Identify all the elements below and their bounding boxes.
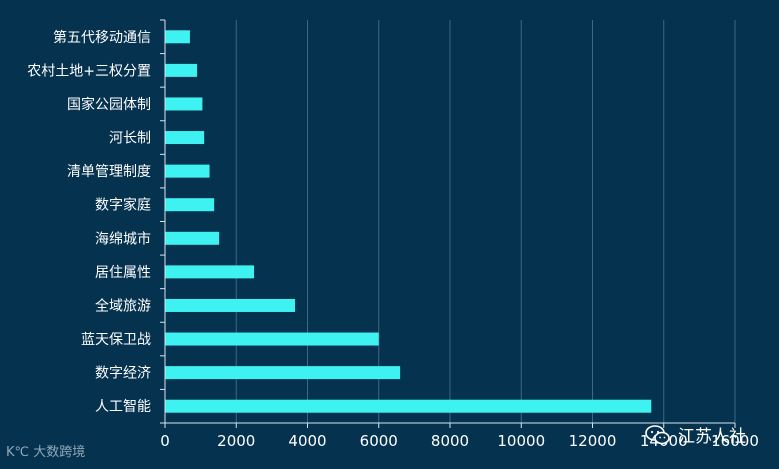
category-label: 数字家庭	[95, 197, 151, 214]
x-tick-labels: 0200040006000800010000120001400016000	[160, 432, 759, 450]
x-tick-label: 10000	[497, 432, 545, 450]
x-tick-label: 4000	[288, 432, 326, 450]
x-tick-label: 2000	[217, 432, 255, 450]
bar	[165, 366, 401, 380]
x-tick-label: 6000	[360, 432, 398, 450]
x-tick-label: 8000	[431, 432, 469, 450]
axes	[160, 19, 736, 428]
watermark-right: 江苏人社	[644, 422, 746, 447]
category-label: 海绵城市	[95, 230, 151, 247]
bar	[165, 63, 198, 77]
bar	[165, 298, 296, 312]
x-tick-label: 16000	[711, 432, 759, 450]
watermark-left-text: 大数跨境	[33, 445, 86, 460]
category-label: 国家公园体制	[67, 96, 151, 113]
category-label: 清单管理制度	[67, 164, 151, 180]
watermark-left: K℃ 大数跨境	[6, 441, 85, 460]
bar	[165, 332, 379, 346]
bar	[165, 198, 215, 212]
category-label: 数字经济	[95, 366, 151, 382]
category-label: 农村土地+三权分置	[27, 63, 151, 79]
category-label: 居住属性	[95, 265, 151, 281]
grid-lines	[235, 20, 736, 423]
bar	[165, 30, 190, 44]
category-label: 河长制	[109, 131, 151, 147]
wechat-icon	[645, 424, 670, 444]
bar	[165, 164, 210, 178]
category-label: 蓝天保卫战	[81, 332, 151, 348]
category-label: 全域旅游	[95, 297, 151, 314]
bar	[165, 97, 203, 111]
bar	[165, 265, 255, 279]
bar	[165, 231, 220, 245]
category-label: 人工智能	[95, 399, 151, 415]
bar	[165, 399, 652, 413]
bars	[165, 30, 652, 413]
category-label: 第五代移动通信	[53, 29, 151, 46]
watermark-left-logo: K℃	[6, 445, 30, 460]
bar	[165, 131, 205, 145]
x-tick-label: 0	[160, 432, 170, 450]
x-tick-label: 12000	[569, 432, 617, 450]
watermark-right-text: 江苏人社	[678, 427, 746, 447]
category-labels: 第五代移动通信农村土地+三权分置国家公园体制河长制清单管理制度数字家庭海绵城市居…	[27, 29, 151, 415]
